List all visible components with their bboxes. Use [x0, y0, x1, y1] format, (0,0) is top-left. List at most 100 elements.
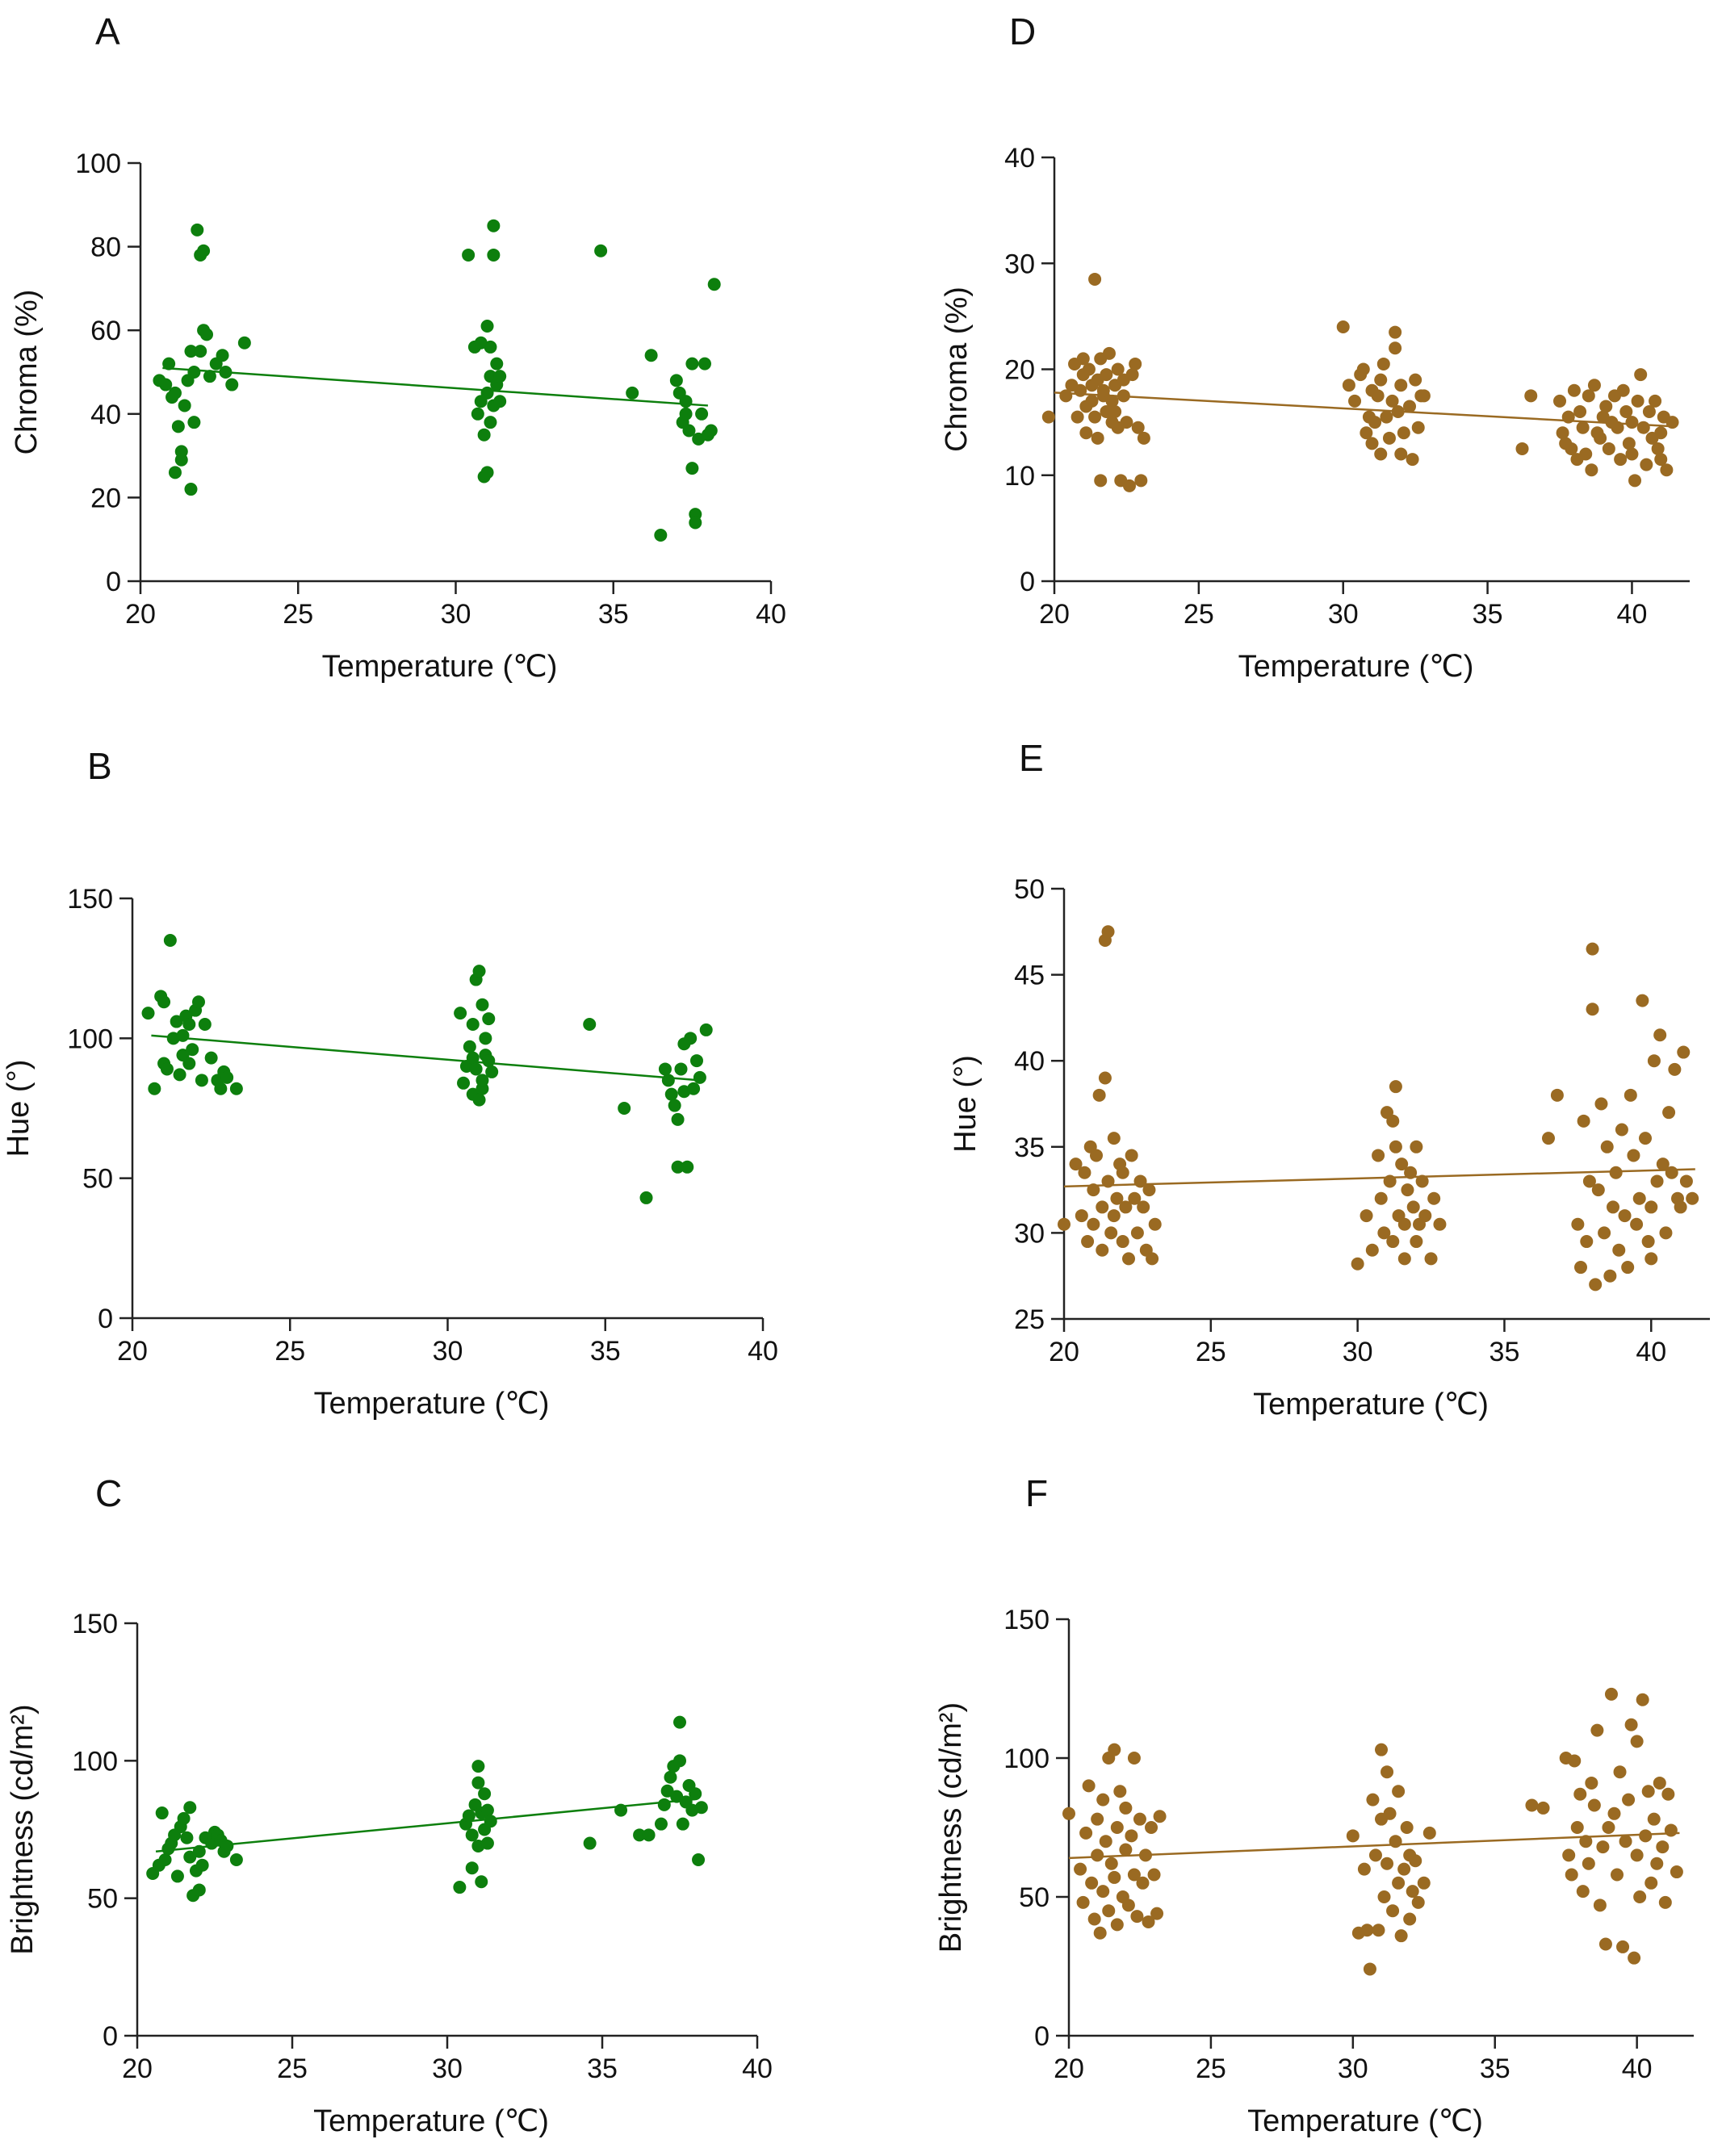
y-tick-label: 150 — [1003, 1605, 1050, 1635]
data-point — [1120, 416, 1133, 429]
data-point — [1406, 1885, 1419, 1899]
data-point — [1150, 1907, 1164, 1920]
data-point — [1612, 1243, 1626, 1257]
data-point — [1375, 1743, 1388, 1756]
x-tick-label: 25 — [1184, 599, 1214, 630]
data-point — [1650, 1174, 1664, 1188]
panel-C: C 0 50 100 150 20 25 30 35 40 Temperature (℃) Brigh… — [6, 1472, 773, 2138]
data-point — [184, 483, 198, 496]
y-tick-label: 150 — [72, 1609, 118, 1639]
data-point — [1668, 1062, 1682, 1076]
data-point — [1389, 1835, 1402, 1848]
x-tick-label: 30 — [1328, 599, 1359, 630]
data-point — [1386, 1904, 1400, 1918]
y-tick-label: 50 — [1014, 874, 1045, 905]
data-point — [1642, 405, 1656, 418]
data-point — [476, 998, 489, 1011]
x-tick-label: 35 — [590, 1336, 621, 1367]
y-tick-label: 0 — [1034, 2021, 1050, 2052]
data-point — [1062, 1806, 1075, 1820]
data-point — [1630, 1217, 1644, 1231]
data-point — [1372, 1149, 1385, 1162]
x-tick-label: 40 — [742, 2053, 773, 2084]
data-point — [1078, 1166, 1091, 1179]
data-point — [594, 244, 608, 257]
y-tick-label: 100 — [75, 149, 121, 179]
data-point — [1386, 1114, 1400, 1128]
data-point — [1069, 1158, 1083, 1171]
data-point — [1556, 426, 1569, 440]
data-point — [471, 407, 484, 421]
trend-line — [151, 1034, 701, 1082]
data-point — [1100, 368, 1113, 382]
data-point — [465, 1861, 479, 1875]
data-point — [1376, 357, 1390, 370]
data-point — [1406, 453, 1419, 467]
data-point — [1622, 1793, 1636, 1806]
data-point — [457, 1076, 471, 1090]
data-point — [1536, 1801, 1550, 1815]
data-point — [1670, 1865, 1683, 1879]
trend-line — [1068, 1832, 1680, 1860]
data-point — [493, 370, 507, 383]
data-point — [1397, 1217, 1411, 1231]
data-point — [178, 399, 191, 412]
data-point — [1660, 463, 1674, 477]
data-point — [1372, 1924, 1385, 1937]
data-point — [487, 248, 501, 262]
data-point — [707, 278, 721, 291]
data-point — [694, 1801, 708, 1815]
trend-line — [155, 1798, 696, 1852]
data-point — [487, 219, 501, 232]
data-point — [681, 1160, 694, 1174]
data-point — [1427, 1191, 1441, 1205]
data-point — [671, 1112, 685, 1126]
data-point — [1125, 368, 1139, 382]
data-point — [1108, 1870, 1121, 1884]
data-point — [1665, 1166, 1678, 1179]
data-point — [159, 378, 173, 391]
data-point — [1607, 1806, 1621, 1820]
data-point — [1070, 410, 1084, 424]
panel-label: B — [87, 745, 112, 787]
data-point — [160, 1062, 174, 1076]
data-point — [1346, 1829, 1360, 1843]
y-tick-label: 40 — [1004, 143, 1035, 174]
data-point — [1397, 1862, 1411, 1876]
x-tick-label: 25 — [277, 2053, 308, 2084]
data-point — [1636, 421, 1650, 434]
data-point — [1659, 1226, 1673, 1240]
data-point — [1624, 1718, 1638, 1731]
data-point — [1579, 447, 1593, 461]
data-point — [669, 374, 683, 387]
data-point — [1403, 400, 1417, 413]
data-point — [192, 1844, 206, 1858]
data-point — [660, 1784, 674, 1798]
x-tick-label: 30 — [1338, 2053, 1368, 2084]
data-point — [1111, 362, 1125, 376]
data-point — [1661, 1787, 1675, 1801]
x-axis-label: Temperature (℃) — [1238, 650, 1474, 684]
data-point — [472, 965, 486, 978]
data-point — [180, 1831, 194, 1844]
data-point — [1082, 1779, 1096, 1793]
data-point — [1351, 1257, 1364, 1271]
data-point — [1131, 421, 1145, 434]
y-tick-label: 150 — [67, 884, 113, 915]
data-point — [1366, 1793, 1380, 1806]
data-point — [1553, 394, 1567, 408]
data-point — [1098, 1071, 1112, 1085]
data-point — [1631, 394, 1644, 408]
x-tick-label: 40 — [748, 1336, 778, 1367]
data-point — [1593, 1899, 1607, 1912]
x-tick-label: 20 — [122, 2053, 153, 2084]
data-point — [692, 1852, 706, 1866]
data-point — [1125, 1149, 1138, 1162]
data-point — [654, 1817, 668, 1831]
data-point — [679, 395, 693, 408]
data-point — [1108, 1743, 1121, 1756]
data-point — [1122, 1252, 1135, 1266]
data-point — [633, 1828, 647, 1842]
data-point — [220, 1839, 234, 1852]
